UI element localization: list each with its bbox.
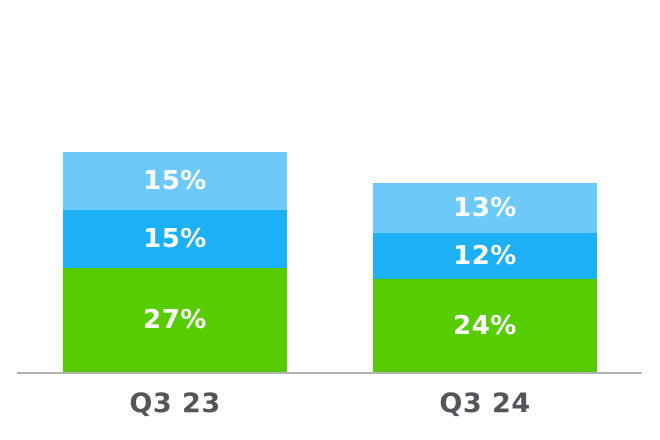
segment-value-label: 15%: [143, 223, 207, 254]
bar-q3-24-green-segment: 24%: [373, 279, 597, 372]
segment-value-label: 24%: [453, 310, 517, 341]
segment-value-label: 27%: [143, 304, 207, 335]
x-axis-label-q3-23: Q3 23: [129, 388, 221, 419]
bar-q3-23-light-blue-segment: 15%: [63, 151, 287, 210]
x-axis-line: [17, 372, 642, 374]
bar-q3-24-light-blue-segment: 13%: [373, 182, 597, 233]
x-axis-label-q3-24: Q3 24: [439, 388, 531, 419]
bar-q3-24: 13% 12% 24%: [373, 182, 597, 372]
bar-q3-24-blue-segment: 12%: [373, 232, 597, 280]
bar-q3-23-blue-segment: 15%: [63, 209, 287, 268]
segment-value-label: 12%: [453, 241, 517, 271]
segment-value-label: 13%: [453, 192, 517, 223]
bar-q3-23-green-segment: 27%: [63, 267, 287, 372]
bar-q3-23: 15% 15% 27%: [63, 151, 287, 372]
segment-value-label: 15%: [143, 165, 207, 196]
